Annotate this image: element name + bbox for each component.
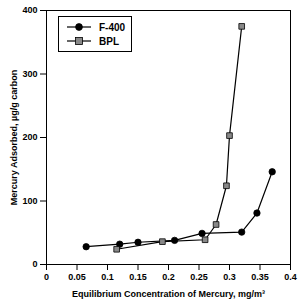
svg-text:Mercury Adsorbed, µg/g carbon: Mercury Adsorbed, µg/g carbon <box>9 70 19 205</box>
svg-text:100: 100 <box>22 196 37 206</box>
svg-text:0.2: 0.2 <box>162 272 175 282</box>
svg-text:0.4: 0.4 <box>284 272 297 282</box>
svg-text:0.3: 0.3 <box>223 272 236 282</box>
svg-text:0.1: 0.1 <box>101 272 114 282</box>
svg-text:200: 200 <box>22 132 37 142</box>
svg-text:0.35: 0.35 <box>251 272 269 282</box>
svg-text:0: 0 <box>32 259 37 269</box>
svg-text:300: 300 <box>22 69 37 79</box>
svg-text:Equilibrium Concentration of M: Equilibrium Concentration of Mercury, mg… <box>72 289 265 299</box>
svg-text:400: 400 <box>22 5 37 15</box>
svg-text:0.15: 0.15 <box>129 272 147 282</box>
svg-text:0.05: 0.05 <box>68 272 86 282</box>
html-text:BPL: BPL <box>99 35 119 47</box>
svg-text:0.25: 0.25 <box>190 272 208 282</box>
svg-text:0: 0 <box>44 272 49 282</box>
html-text:F-400: F-400 <box>99 21 126 33</box>
